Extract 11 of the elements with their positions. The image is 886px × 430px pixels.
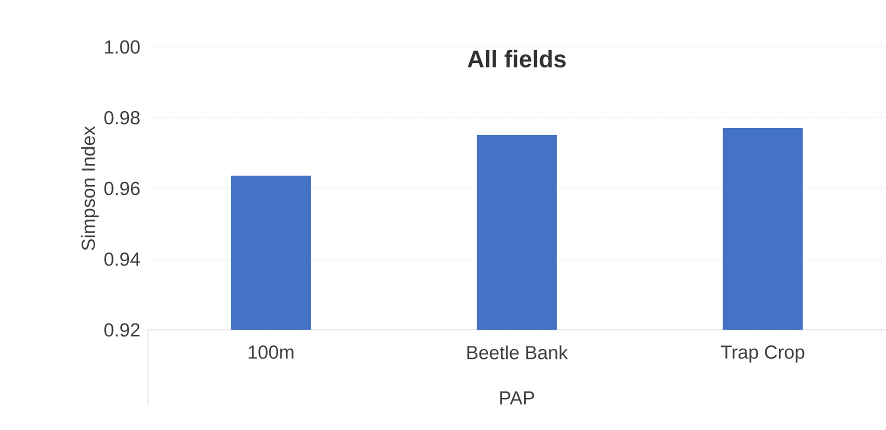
y-tick-label: 0.92 (104, 323, 140, 337)
x-tick-label: Trap Crop (721, 345, 804, 363)
x-tick-label: 100m (248, 345, 294, 359)
y-tick-label: 1.00 (105, 40, 140, 54)
y-axis-title: Simpson Index (81, 126, 99, 250)
x-tick-label: Beetle Bank (467, 345, 568, 360)
x-axis-title: PAP (500, 391, 534, 404)
chart-title: All fields (468, 50, 566, 68)
y-tick-label: 0.98 (104, 111, 140, 124)
y-tick-label: 0.94 (104, 252, 140, 266)
y-tick-label: 0.96 (104, 182, 140, 196)
